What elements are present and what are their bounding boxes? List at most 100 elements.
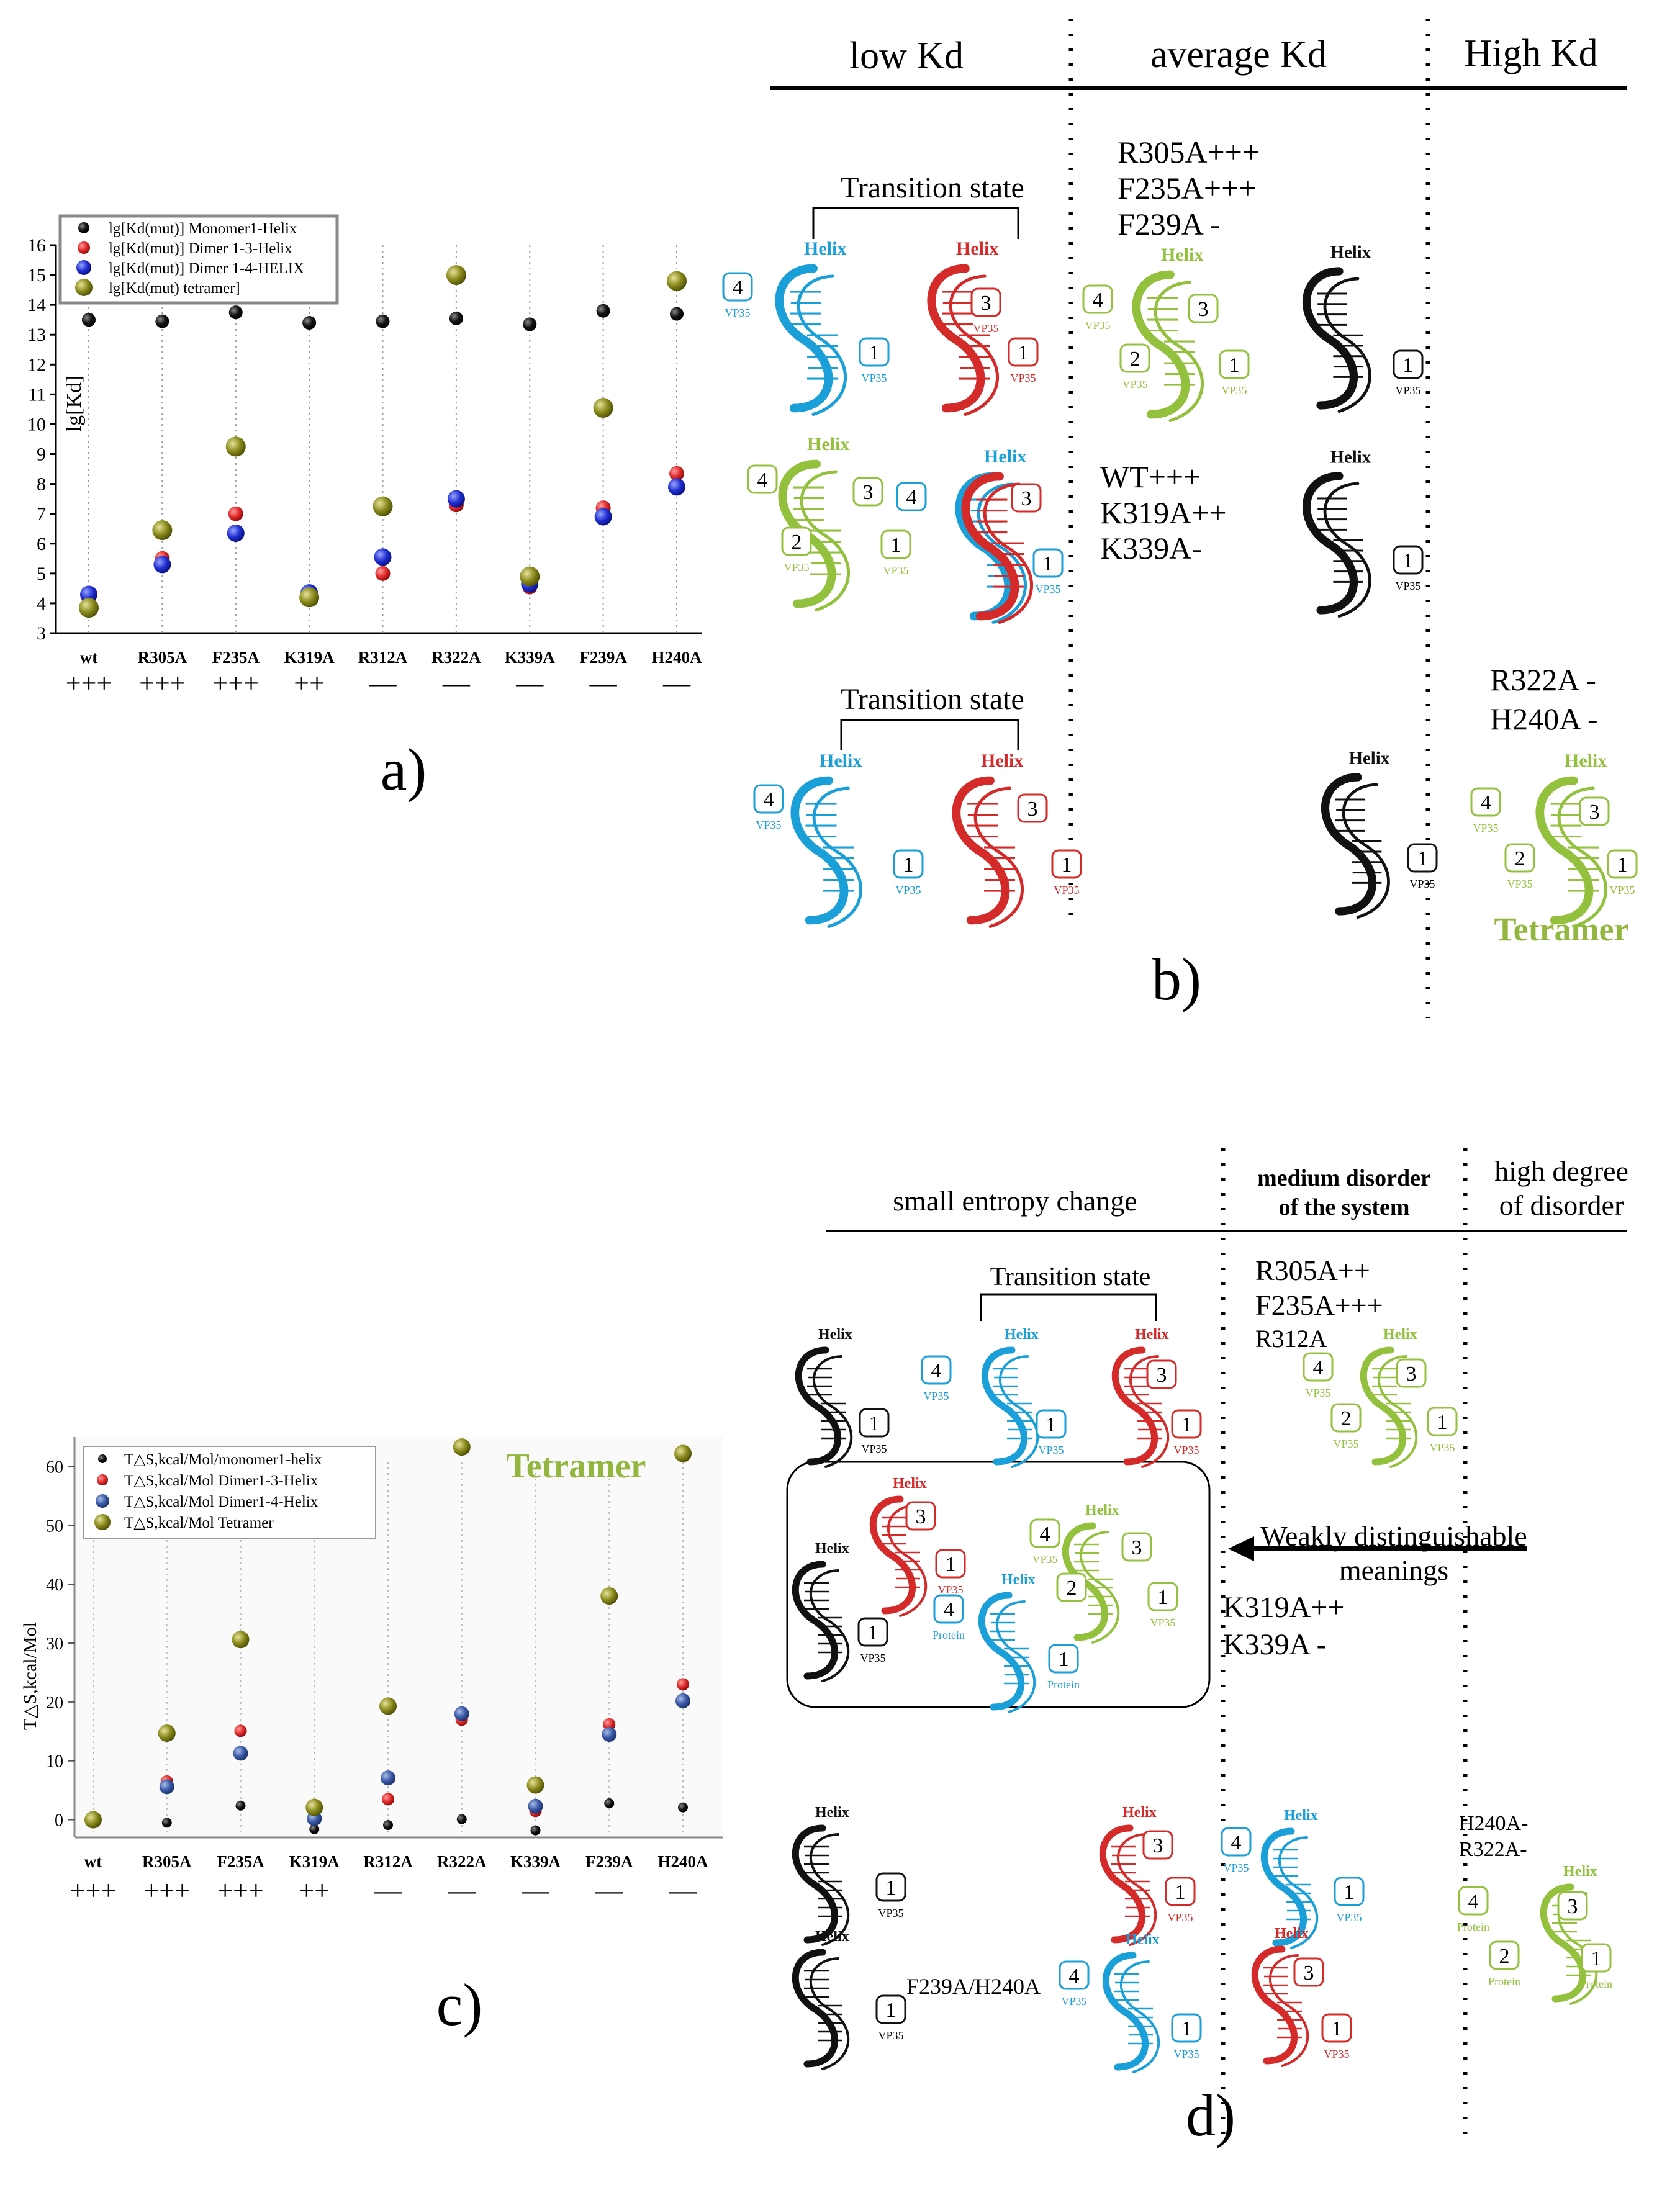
site-box <box>1011 483 1042 513</box>
helix-d-blue-2: Helix <box>978 1572 1036 1713</box>
site-vp35-label: Protein <box>933 1629 965 1641</box>
weakly-arrow-head <box>1228 1536 1254 1561</box>
site-box <box>1059 1960 1090 1990</box>
a-point-3 <box>593 398 613 418</box>
c-point-2 <box>381 1770 395 1786</box>
site-number: 1 <box>1062 854 1072 876</box>
a-y-tick-label: 13 <box>27 325 46 345</box>
c-sign-label: — <box>669 1875 697 1906</box>
c-point-3 <box>232 1631 250 1649</box>
a-point-3 <box>520 566 540 587</box>
a-y-tick-label: 14 <box>27 295 46 315</box>
vp35-site-2: 2 Protein <box>1488 1940 1520 1988</box>
d-group1-line2: F235A+++ <box>1255 1289 1383 1321</box>
vp35-site-1: 1 VP35 <box>1219 349 1250 397</box>
site-box <box>1171 2013 1202 2043</box>
group2-line1: WT+++ <box>1100 459 1201 494</box>
d-group3-line2: R322A- <box>1459 1838 1527 1861</box>
c-y-tick-label: 0 <box>55 1811 63 1831</box>
transition-bracket <box>812 207 1019 239</box>
a-point-1 <box>669 466 684 481</box>
site-number: 2 <box>1341 1407 1352 1430</box>
a-point-2 <box>227 524 245 542</box>
helix-strand <box>1540 1883 1586 2003</box>
a-point-0 <box>523 317 537 331</box>
group2-line2: K319A++ <box>1100 495 1227 530</box>
a-sign-label: +++ <box>213 668 259 698</box>
site-number: 3 <box>1304 1962 1314 1985</box>
site-number: 4 <box>931 1359 942 1382</box>
c-legend-label: T△S,kcal/Mol Tetramer <box>124 1515 274 1531</box>
c-chart-title: Tetramer <box>507 1447 646 1485</box>
header-medium-line2: of the system <box>1278 1194 1409 1220</box>
helix-label: Helix <box>807 434 849 454</box>
helix-d-green-2: Helix <box>1062 1502 1120 1644</box>
a-y-tick-label: 15 <box>27 265 46 286</box>
site-number: 3 <box>863 481 874 504</box>
site-box <box>1607 849 1638 879</box>
transition-state-label: Transition state <box>841 171 1024 204</box>
a-legend-marker <box>78 222 89 233</box>
site-number: 1 <box>1332 2017 1342 2040</box>
helix-strand <box>775 264 833 413</box>
site-number: 1 <box>1018 341 1029 364</box>
site-vp35-label: VP35 <box>1173 1444 1199 1456</box>
site-box <box>875 1872 906 1902</box>
helix-label: Helix <box>893 1476 927 1492</box>
site-box <box>1188 294 1219 323</box>
vp35-site-4: 4 <box>896 482 927 511</box>
a-legend-label: lg[Kd(mut)] Dimer 1-3-Helix <box>109 240 292 257</box>
site-box <box>1008 337 1039 367</box>
helix-b-black-3: Helix <box>1321 748 1390 919</box>
a-legend-label: lg[Kd(mut)] Monomer1-Helix <box>109 220 297 237</box>
a-y-axis-label: lg[Kd] <box>63 376 86 432</box>
site-box <box>1119 343 1150 373</box>
helix-b-blue-1: Helix <box>775 238 847 416</box>
site-number: 3 <box>1021 487 1032 510</box>
helix-label: Helix <box>1563 1863 1597 1880</box>
group3-line2: H240A - <box>1490 701 1598 736</box>
helix-strand <box>1129 1355 1170 1468</box>
a-point-1 <box>375 566 391 581</box>
c-point-2 <box>454 1706 469 1721</box>
helix-label: Helix <box>1085 1502 1119 1518</box>
vp35-site-2: 2 VP35 <box>1504 843 1535 890</box>
site-number: 1 <box>1591 1947 1602 1970</box>
helix-d-black-4: Helix <box>792 1929 850 2070</box>
vp35-site-4: 4 Protein <box>933 1594 965 1641</box>
vp35-site-1: 1 Protein <box>1580 1943 1612 1990</box>
vp35-site-3: 3 <box>1011 483 1042 513</box>
transition-state-label-2: Transition state <box>841 683 1024 716</box>
site-number: 3 <box>981 292 991 315</box>
vp35-site-3: 3 <box>1017 793 1048 823</box>
site-number: 4 <box>1093 289 1103 312</box>
vp35-site-1: 1 VP35 <box>859 337 890 384</box>
helix-label: Helix <box>1161 245 1203 265</box>
site-vp35-label: VP35 <box>861 372 887 384</box>
site-number: 1 <box>1617 854 1628 876</box>
site-number: 3 <box>1027 798 1038 821</box>
vp35-site-3: 3 <box>1557 1891 1588 1921</box>
vp35-site-1: 1 VP35 <box>1051 849 1082 896</box>
site-vp35-label: VP35 <box>1395 384 1420 397</box>
site-box <box>1396 1358 1427 1388</box>
a-x-tick-label: K319A <box>284 648 335 667</box>
helix-strand <box>887 1504 928 1617</box>
helix-label: Helix <box>1349 748 1390 768</box>
helix-label: Helix <box>815 1805 849 1821</box>
helix-label: Helix <box>1383 1327 1417 1343</box>
site-box <box>753 784 784 814</box>
helix-strand <box>978 1592 1024 1711</box>
helix-strand <box>977 482 1027 624</box>
c-point-0 <box>383 1820 393 1831</box>
site-box <box>1056 1572 1087 1602</box>
site-number: 4 <box>764 788 774 811</box>
a-point-0 <box>449 311 463 325</box>
c-point-2 <box>675 1693 690 1708</box>
helix-b-green-2: Helix <box>778 434 851 611</box>
c-legend <box>83 1446 376 1539</box>
c-point-3 <box>453 1438 471 1456</box>
site-box <box>1048 1644 1079 1674</box>
c-x-tick-label: wt <box>84 1852 102 1871</box>
c-y-tick-label: 30 <box>46 1634 63 1654</box>
